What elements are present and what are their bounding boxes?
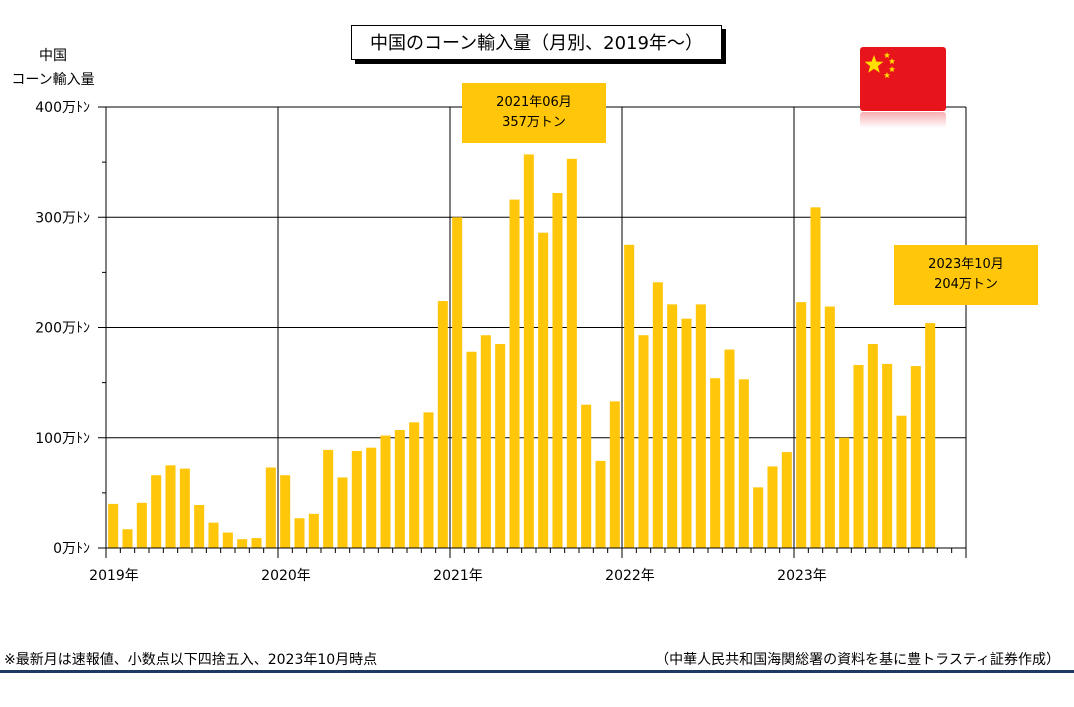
bar-2023-06 — [867, 344, 878, 548]
bar-2019-11 — [251, 538, 262, 548]
bar-2019-12 — [265, 467, 276, 548]
bar-2023-09 — [910, 366, 921, 548]
bar-2023-10 — [925, 323, 936, 548]
y-tick-label: 0万ﾄﾝ — [53, 541, 90, 557]
annotation-latest-date: 2023年10月 — [928, 257, 1004, 272]
gridlines — [106, 106, 966, 548]
bar-2021-09 — [566, 158, 577, 548]
bar-2021-08 — [552, 192, 563, 548]
y-tick-label: 100万ﾄﾝ — [35, 431, 90, 447]
bar-2020-08 — [380, 435, 391, 548]
bar-2021-02 — [466, 351, 477, 548]
bar-2022-06 — [695, 304, 706, 548]
x-tick-label: 2019年 — [89, 568, 139, 584]
flag-reflection — [860, 112, 946, 128]
bar-2022-11 — [767, 466, 778, 548]
x-tick-label: 2021年 — [433, 568, 483, 584]
bar-2022-05 — [681, 318, 692, 548]
annotation-latest: 2023年10月 204万トン — [894, 245, 1038, 305]
bar-2020-12 — [437, 301, 448, 548]
chart-title: 中国のコーン輸入量（月別、2019年～） — [351, 25, 722, 60]
annotation-latest-value: 204万トン — [934, 277, 998, 292]
bar-2023-02 — [810, 207, 821, 548]
bar-2021-05 — [509, 199, 520, 549]
bar-2023-05 — [853, 364, 864, 548]
bar-2022-01 — [624, 244, 635, 548]
source-note: （中華人民共和国海関総署の資料を基に豊トラスティ証券作成） — [655, 652, 1060, 668]
bar-2020-02 — [294, 518, 305, 548]
y-tick-label: 200万ﾄﾝ — [35, 321, 90, 337]
bars — [108, 154, 936, 549]
x-tick-label: 2020年 — [261, 568, 311, 584]
bar-2023-01 — [796, 302, 807, 548]
bar-2020-04 — [323, 449, 334, 548]
y-tick-label: 300万ﾄﾝ — [35, 210, 90, 226]
annotation-peak: 2021年06月 357万トン — [462, 83, 606, 143]
y-tick-label: 400万ﾄﾝ — [35, 100, 90, 116]
bar-2020-07 — [366, 447, 377, 548]
bar-2019-01 — [108, 503, 119, 548]
china-flag-icon — [860, 47, 946, 111]
bar-2019-10 — [237, 539, 248, 548]
bar-2023-03 — [824, 306, 835, 548]
bar-2021-12 — [609, 401, 620, 548]
bar-2019-02 — [122, 529, 133, 548]
bar-2020-05 — [337, 477, 348, 548]
bar-2021-10 — [581, 404, 592, 548]
bar-2019-09 — [222, 532, 233, 548]
bar-2019-07 — [194, 505, 205, 548]
bar-2021-07 — [538, 232, 549, 548]
bar-2020-06 — [351, 450, 362, 548]
bar-2022-02 — [638, 335, 649, 548]
bar-2020-03 — [308, 513, 319, 548]
bottom-rule — [0, 670, 1074, 673]
bar-2022-04 — [667, 304, 678, 548]
bar-2019-08 — [208, 522, 219, 548]
axes — [98, 106, 967, 558]
annotation-peak-value: 357万トン — [502, 115, 566, 130]
x-tick-label: 2023年 — [777, 568, 827, 584]
bar-2023-07 — [882, 363, 893, 548]
bar-2022-07 — [710, 378, 721, 548]
bar-2023-08 — [896, 415, 907, 548]
bar-2022-08 — [724, 349, 735, 548]
bar-2023-04 — [839, 437, 850, 548]
bar-2020-11 — [423, 412, 434, 548]
bar-2021-04 — [495, 344, 506, 548]
bar-2022-12 — [781, 452, 792, 548]
y-axis-label: 中国 コーン輸入量 — [11, 48, 95, 88]
bar-2019-03 — [136, 502, 147, 548]
tick-labels: 0万ﾄﾝ 100万ﾄﾝ 200万ﾄﾝ 300万ﾄﾝ 400万ﾄﾝ 2019年 2020年 20… — [35, 100, 827, 584]
bar-2020-01 — [280, 475, 291, 548]
bar-2022-09 — [738, 379, 749, 548]
bar-2022-03 — [652, 282, 663, 548]
annotation-peak-date: 2021年06月 — [496, 95, 572, 110]
bar-2021-01 — [452, 217, 463, 548]
bar-2020-09 — [394, 430, 405, 548]
bar-2019-05 — [165, 465, 176, 548]
bar-2021-06 — [523, 154, 534, 548]
bar-2020-10 — [409, 422, 420, 548]
bar-2022-10 — [753, 487, 764, 548]
footnote-left: ※最新月は速報値、小数点以下四捨五入、2023年10月時点 — [4, 652, 378, 668]
x-tick-label: 2022年 — [605, 568, 655, 584]
bar-2021-11 — [595, 460, 606, 548]
bar-2019-04 — [151, 475, 162, 548]
bar-2019-06 — [179, 468, 190, 548]
bar-2021-03 — [480, 335, 491, 548]
